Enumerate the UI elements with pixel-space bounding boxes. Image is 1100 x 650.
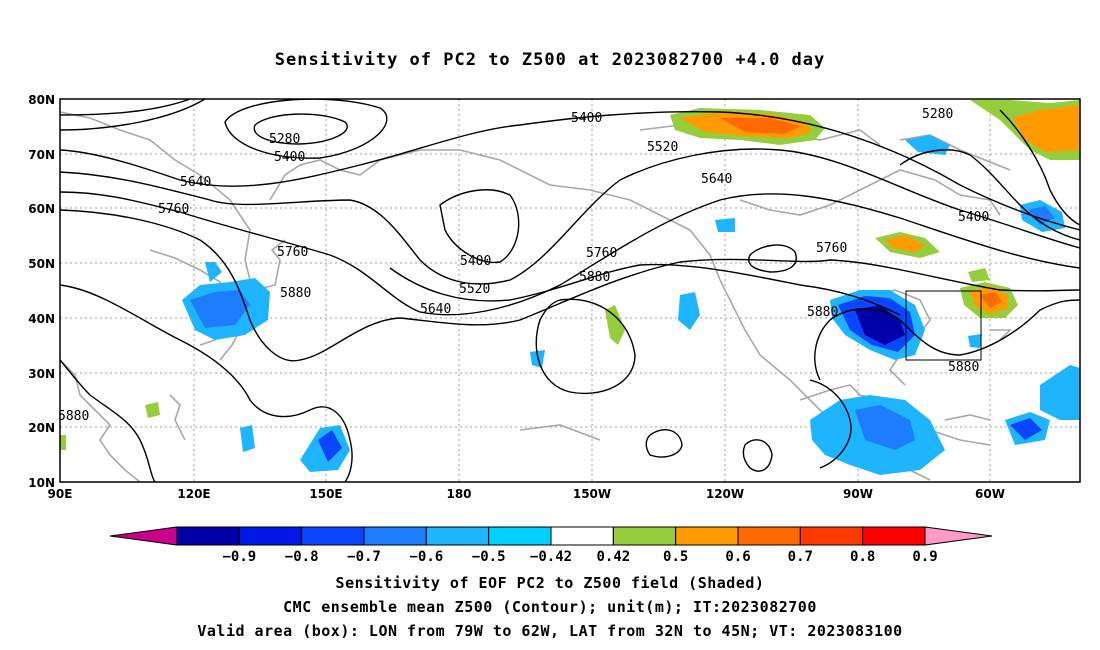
lat-label: 70N — [28, 148, 55, 162]
contour-label: 5880 — [579, 270, 610, 285]
shading-negative — [182, 135, 1080, 475]
lon-label: 120E — [177, 487, 210, 501]
colorbar-tick-label: 0.7 — [788, 549, 813, 565]
lat-label: 80N — [28, 93, 55, 107]
contour-label: 5280 — [922, 107, 953, 122]
colorbar-tick-label: 0.9 — [912, 549, 937, 565]
colorbar-tick-label: −0.42 — [530, 549, 572, 565]
colorbar-tick-label: −0.5 — [472, 549, 506, 565]
colorbar: −0.9 −0.8 −0.7 −0.6 −0.5 −0.42 0.42 0.5 0.6 0.7 0.… — [109, 526, 993, 565]
contour-labels: 5280 5400 5640 5760 5760 5880 5880 5400 … — [58, 107, 989, 424]
caption-line-2: CMC ensemble mean Z500 (Contour); unit(m… — [283, 598, 817, 616]
colorbar-swatch — [612, 526, 677, 546]
contour-label: 5400 — [958, 210, 989, 225]
contour-label: 5880 — [948, 360, 979, 375]
colorbar-swatch — [363, 526, 427, 546]
lon-label: 90E — [48, 487, 73, 501]
contour-label: 5760 — [158, 202, 189, 217]
colorbar-tick-label: 0.5 — [663, 549, 688, 565]
colorbar-swatch — [550, 526, 614, 546]
z500-contours — [60, 99, 1080, 482]
valid-area-box — [905, 290, 982, 361]
lon-label: 150W — [573, 487, 611, 501]
colorbar-swatch — [737, 526, 801, 546]
contour-label: 5640 — [420, 302, 451, 317]
contour-label: 5520 — [647, 140, 678, 155]
lat-axis: 80N 70N 60N 50N 40N 30N 20N 10N — [28, 93, 55, 490]
contour-label: 5880 — [807, 305, 838, 320]
contour-label: 5520 — [459, 282, 490, 297]
lat-label: 40N — [28, 312, 55, 326]
lat-label: 30N — [28, 367, 55, 381]
colorbar-swatch — [862, 526, 926, 546]
contour-label: 5760 — [277, 245, 308, 260]
lon-label: 150E — [309, 487, 342, 501]
lon-label: 90W — [843, 487, 873, 501]
contour-label: 5640 — [180, 175, 211, 190]
colorbar-tick-label: 0.42 — [596, 549, 630, 565]
contour-label: 5880 — [58, 409, 89, 424]
colorbar-tick-label: 0.6 — [725, 549, 750, 565]
lat-label: 50N — [28, 257, 55, 271]
contour-label: 5760 — [586, 246, 617, 261]
colorbar-swatch — [488, 526, 552, 546]
contour-label: 5280 — [269, 132, 300, 147]
colorbar-swatch — [176, 526, 240, 546]
lat-label: 20N — [28, 421, 55, 435]
lon-axis: 90E 120E 150E 180 150W 120W 90W 60W — [48, 487, 1005, 501]
contour-label: 5400 — [460, 254, 491, 269]
caption-line-1: Sensitivity of EOF PC2 to Z500 field (Sh… — [335, 574, 765, 592]
contour-label: 5400 — [274, 150, 305, 165]
colorbar-swatch — [799, 526, 864, 546]
lon-label: 120W — [706, 487, 744, 501]
colorbar-tick-label: −0.9 — [222, 549, 256, 565]
colorbar-swatch — [675, 526, 739, 546]
map-title: Sensitivity of PC2 to Z500 at 2023082700… — [274, 50, 826, 70]
colorbar-swatch — [425, 526, 490, 546]
lat-label: 60N — [28, 202, 55, 216]
colorbar-swatch — [238, 526, 303, 546]
colorbar-tick-label: −0.7 — [347, 549, 381, 565]
contour-label: 5640 — [701, 172, 732, 187]
colorbar-tick-label: 0.8 — [850, 549, 875, 565]
colorbar-end-left — [109, 526, 178, 546]
plot-frame — [59, 98, 1081, 483]
contour-label: 5880 — [280, 286, 311, 301]
caption-line-3: Valid area (box): LON from 79W to 62W, L… — [197, 622, 903, 640]
colorbar-swatch — [301, 526, 365, 546]
lon-label: 60W — [975, 487, 1005, 501]
lon-label: 180 — [446, 487, 471, 501]
colorbar-tick-label: −0.8 — [285, 549, 319, 565]
contour-label: 5400 — [571, 111, 602, 126]
colorbar-tick-label: −0.6 — [409, 549, 443, 565]
contour-label: 5760 — [816, 241, 847, 256]
lat-label: 10N — [28, 476, 55, 490]
colorbar-end-right — [924, 526, 993, 546]
